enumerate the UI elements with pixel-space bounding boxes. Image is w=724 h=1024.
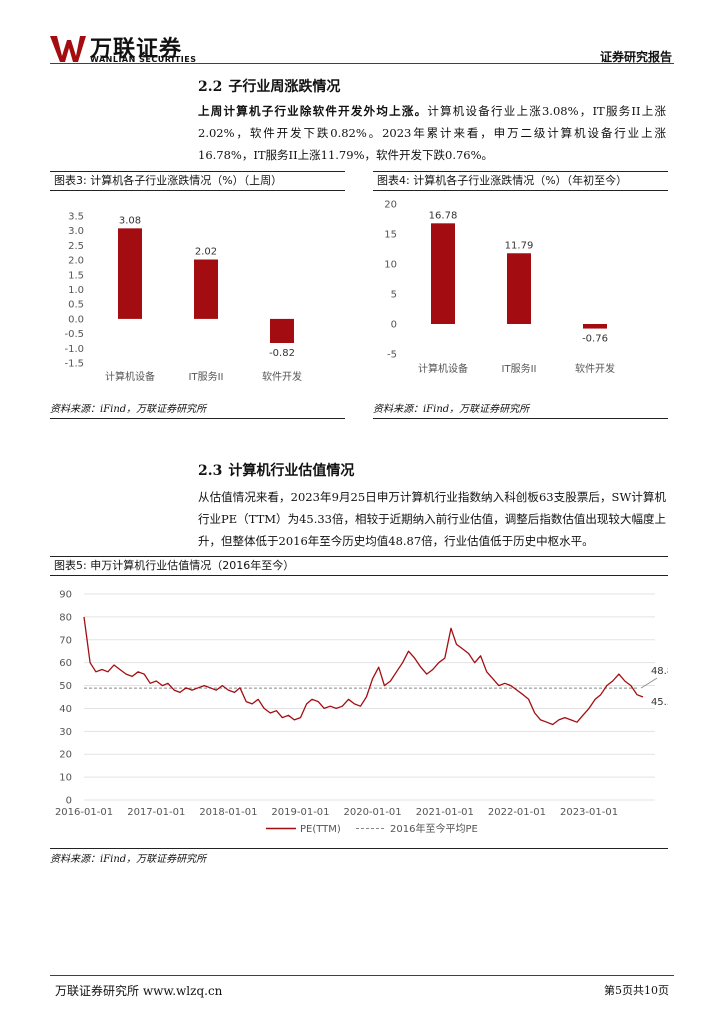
brand-name-cn: 万联证券 — [90, 37, 183, 62]
bar-value-label: 11.79 — [505, 240, 534, 251]
category-label: 计算机设备 — [105, 370, 155, 383]
figure-5-caption: 图表5: 申万计算机行业估值情况（2016年至今） — [50, 556, 668, 576]
x-tick-label: 2023-01-01 — [560, 807, 618, 818]
footer-left: 万联证券研究所 www.wlzq.cn — [55, 984, 223, 998]
brand-name-en: WANLIAN SECURITIES — [90, 55, 197, 64]
bar — [583, 324, 607, 329]
logo-icon — [50, 36, 86, 62]
x-tick-label: 2019-01-01 — [271, 807, 329, 818]
section-number: 2.3 — [198, 463, 223, 479]
bar — [270, 318, 294, 344]
figure-4-bar-chart: 20 15 10 5 0 -5 16.78 计算机设备 11.79 IT服务II -0.76 软件开发 — [384, 200, 615, 376]
bar-value-label: -0.82 — [269, 348, 295, 359]
section-title: 子行业周涨跌情况 — [228, 79, 341, 95]
bar-value-label: 16.78 — [429, 210, 458, 221]
y-tick-label: 10 — [384, 260, 397, 271]
y-tick-label: 10 — [59, 773, 72, 784]
y-tick-label: 1.5 — [68, 270, 84, 281]
category-label: IT服务II — [189, 370, 224, 383]
section-title: 计算机行业估值情况 — [228, 463, 355, 479]
y-tick-label: 70 — [59, 635, 72, 646]
section-2-2-paragraph: 上周计算机子行业除软件开发外均上涨。计算机设备行业上涨3.08%，IT服务II上… — [198, 100, 666, 166]
y-tick-label: 0 — [391, 320, 397, 331]
x-tick-label: 2020-01-01 — [343, 807, 401, 818]
y-tick-label: 20 — [59, 750, 72, 761]
y-tick-label: -1.0 — [64, 344, 84, 355]
figure-4-caption-text: 图表4: 计算机各子行业涨跌情况（%）（年初至今） — [377, 174, 628, 187]
y-tick-label: 30 — [59, 727, 72, 738]
figure-4-source: 资料来源：iFind，万联证券研究所 — [373, 402, 668, 419]
bar-value-label: 3.08 — [119, 215, 141, 226]
bar — [194, 259, 218, 319]
section-2-3-paragraph: 从估值情况来看，2023年9月25日申万计算机行业指数纳入科创板63支股票后，S… — [198, 490, 666, 548]
y-tick-label: 15 — [384, 230, 397, 241]
figure-5-source: 资料来源：iFind，万联证券研究所 — [50, 854, 207, 865]
category-label: 计算机设备 — [418, 362, 468, 375]
average-end-label: 48.87 — [651, 666, 668, 677]
bar-value-label: -0.76 — [582, 334, 608, 345]
y-tick-label: -1.5 — [64, 359, 84, 370]
section-number: 2.2 — [198, 79, 223, 95]
x-tick-label: 2017-01-01 — [127, 807, 185, 818]
section-2-3-heading: 2.3 计算机行业估值情况 — [198, 460, 354, 480]
x-tick-label: 2021-01-01 — [416, 807, 474, 818]
pe-ttm-line — [83, 616, 644, 726]
figure-5-caption-text: 图表5: 申万计算机行业估值情况（2016年至今） — [54, 559, 295, 572]
report-type: 证券研究报告 — [599, 50, 672, 64]
leader-line — [640, 677, 658, 689]
y-tick-label: 2.0 — [68, 256, 84, 267]
y-tick-label: 3.0 — [68, 226, 84, 237]
figure-5-rule — [50, 848, 668, 849]
y-tick-label: 0.0 — [68, 314, 84, 325]
y-tick-label: 3.5 — [68, 212, 84, 223]
paragraph-lead: 上周计算机子行业除软件开发外均上涨。 — [198, 104, 428, 118]
category-label: 软件开发 — [575, 362, 615, 375]
y-tick-label: 2.5 — [68, 241, 84, 252]
y-tick-label: -0.5 — [64, 329, 84, 340]
y-tick-label: 90 — [59, 590, 72, 601]
figure-3-caption-text: 图表3: 计算机各子行业涨跌情况（%）（上周） — [54, 174, 283, 187]
bar — [118, 228, 142, 319]
y-tick-label: 80 — [59, 612, 72, 623]
y-tick-label: 1.0 — [68, 285, 84, 296]
footer-divider — [50, 975, 674, 976]
y-tick-label: 0 — [66, 796, 72, 807]
bar-value-label: 2.02 — [195, 247, 217, 258]
y-tick-label: 5 — [391, 290, 397, 301]
x-tick-label: 2022-01-01 — [488, 807, 546, 818]
page-number: 第5页共10页 — [604, 984, 669, 997]
y-tick-label: 40 — [59, 704, 72, 715]
y-tick-label: 20 — [384, 200, 397, 211]
legend-label-pe: PE(TTM) — [300, 824, 341, 835]
section-2-2-heading: 2.2 子行业周涨跌情况 — [198, 76, 340, 96]
figure-3-caption: 图表3: 计算机各子行业涨跌情况（%）（上周） — [50, 171, 345, 191]
y-tick-label: -5 — [387, 350, 397, 361]
bar — [507, 253, 531, 324]
y-tick-label: 50 — [59, 681, 72, 692]
pe-end-label: 45.33 — [651, 697, 668, 708]
category-label: IT服务II — [502, 362, 537, 375]
bar — [431, 223, 455, 324]
figure-3-bar-chart: 3.5 3.0 2.5 2.0 1.5 1.0 0.5 0.0 -0.5 -1.0 -1.5 3.08… — [64, 212, 302, 384]
x-tick-label: 2018-01-01 — [199, 807, 257, 818]
legend-label-average: 2016年至今平均PE — [390, 822, 478, 835]
figure-4-caption: 图表4: 计算机各子行业涨跌情况（%）（年初至今） — [373, 171, 668, 191]
figure-3-source: 资料来源：iFind，万联证券研究所 — [50, 402, 345, 419]
y-tick-label: 0.5 — [68, 300, 84, 311]
header-divider — [50, 63, 674, 64]
category-label: 软件开发 — [262, 370, 302, 383]
x-tick-label: 2016-01-01 — [55, 807, 113, 818]
paragraph-body: 计算机设备行业上涨3.08%，IT服务II上涨2.02%，软件开发下跌0.82%… — [198, 104, 666, 162]
y-tick-label: 60 — [59, 658, 72, 669]
